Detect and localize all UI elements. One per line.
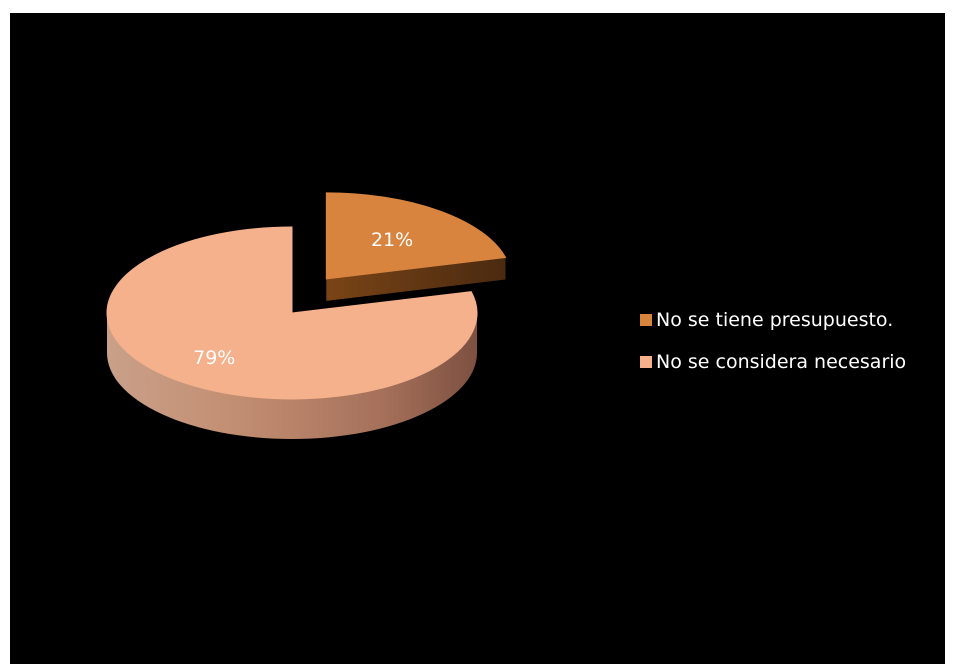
legend-item: No se considera necesario (640, 349, 906, 375)
pie-slice-side (107, 313, 477, 439)
pie-slice-side (326, 257, 506, 301)
chart-area: 21% 79% No se tiene presupuesto. No se co… (10, 13, 945, 664)
pie-slice (325, 192, 507, 280)
pie-chart: 21% 79% (106, 192, 507, 439)
data-label: 79% (193, 347, 235, 369)
legend-swatch (640, 314, 652, 326)
legend-label: No se tiene presupuesto. (656, 309, 894, 331)
legend-swatch (640, 356, 652, 368)
legend-label: No se considera necesario (656, 351, 907, 373)
data-label: 21% (371, 229, 413, 251)
legend-item: No se tiene presupuesto. (640, 307, 906, 333)
pie-slice (106, 226, 478, 400)
legend: No se tiene presupuesto. No se considera… (640, 307, 906, 391)
